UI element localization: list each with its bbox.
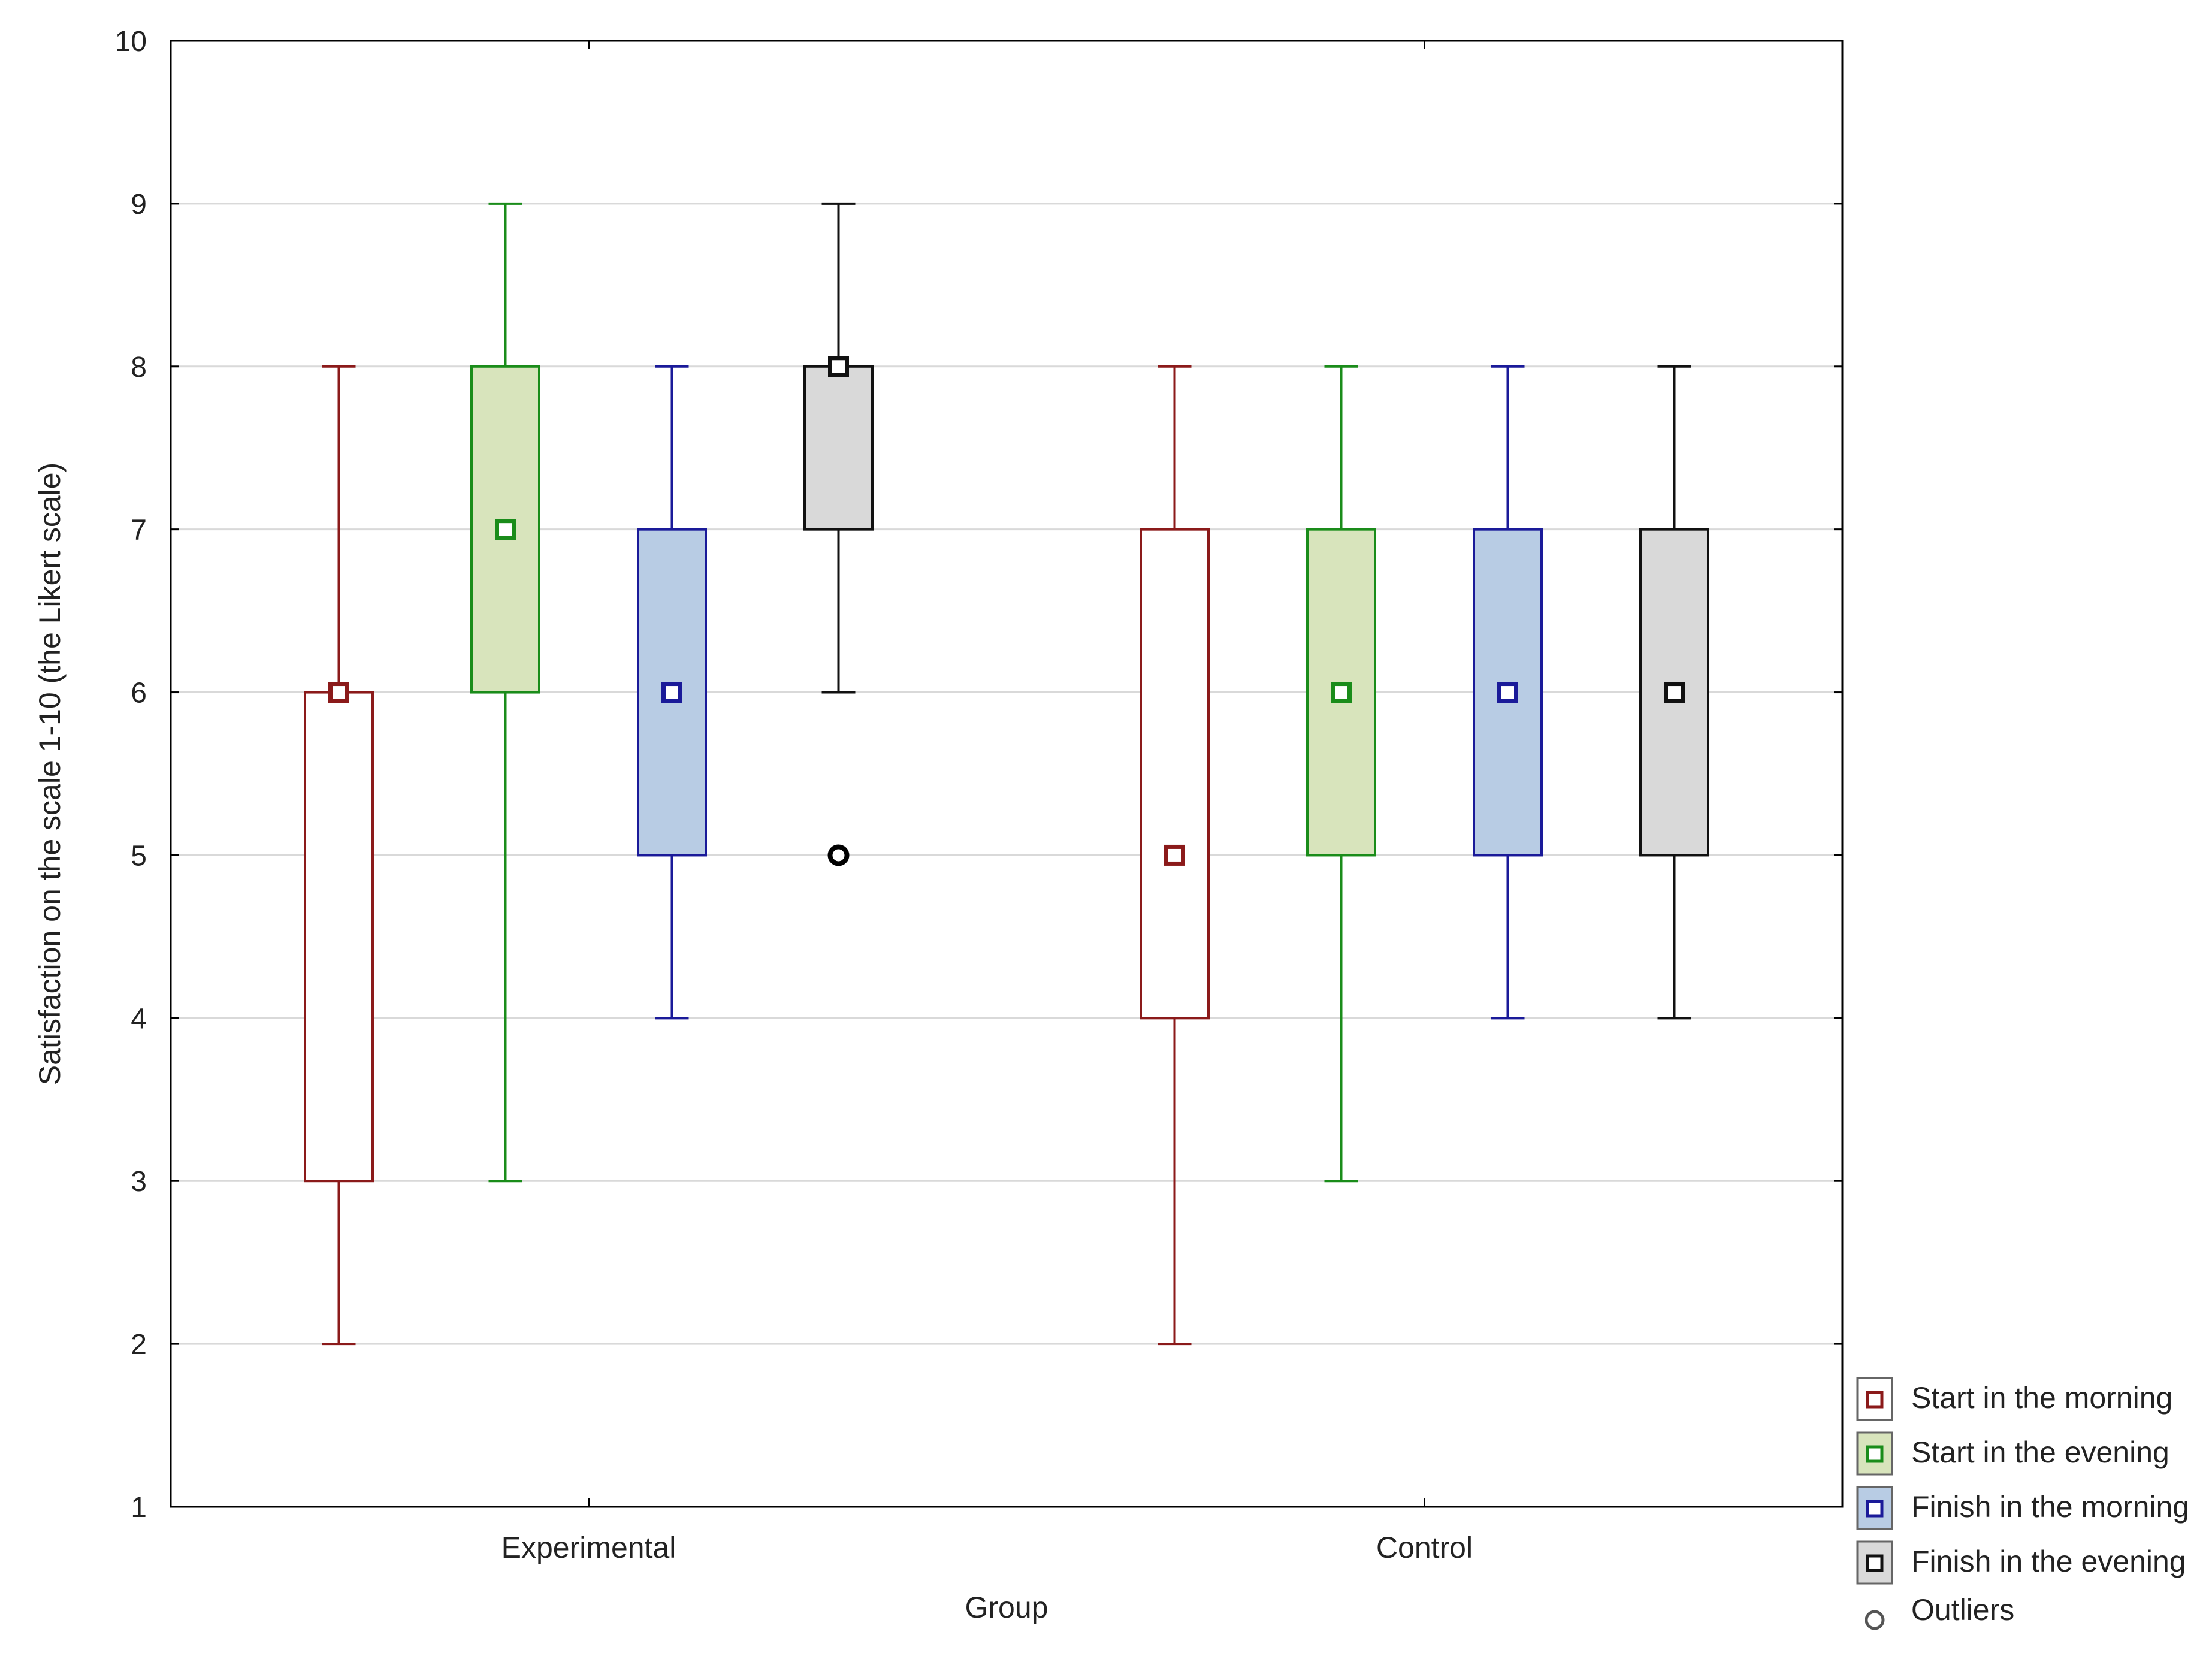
median-marker	[661, 682, 682, 703]
median-marker	[328, 682, 349, 703]
y-tick-label: 10	[115, 26, 147, 58]
y-tick-label: 4	[131, 1003, 147, 1035]
median-marker	[828, 356, 849, 377]
plot-frame	[170, 40, 1844, 1508]
median-marker	[495, 519, 516, 540]
legend-label: Start in the morning	[1911, 1381, 2172, 1415]
legend-outlier-icon	[1865, 1610, 1885, 1630]
axes: 1 2 3 4 5 6 7 8 9 10 Experimental Control	[115, 26, 1842, 1564]
median-marker	[1664, 682, 1685, 703]
y-tick-label: 1	[131, 1492, 147, 1524]
legend-item: Finish in the morning	[1856, 1486, 2189, 1530]
legend-label: Finish in the evening	[1911, 1545, 2186, 1578]
gridlines	[171, 203, 1842, 1345]
iqr-box	[304, 691, 374, 1183]
legend-marker	[1866, 1500, 1884, 1518]
legend-label: Finish in the morning	[1911, 1490, 2189, 1524]
iqr-box	[803, 365, 874, 531]
median-marker	[1497, 682, 1518, 703]
box-1-2	[1473, 365, 1543, 1020]
y-tick-label: 2	[131, 1329, 147, 1361]
box-0-3	[803, 202, 874, 866]
y-tick-label: 5	[131, 840, 147, 872]
legend-marker	[1866, 1391, 1884, 1409]
plot-border	[170, 40, 1844, 1508]
median-marker	[1164, 844, 1185, 866]
legend-marker	[1866, 1445, 1884, 1463]
legend-item: Start in the morning	[1856, 1377, 2172, 1421]
legend: Start in the morning Start in the evening…	[1856, 1377, 2189, 1630]
x-axis-title: Group	[965, 1591, 1048, 1624]
legend-item: Start in the evening	[1856, 1431, 2169, 1476]
iqr-box	[1140, 528, 1210, 1020]
box-0-0	[304, 365, 374, 1346]
y-tick-label: 6	[131, 678, 147, 709]
y-tick-label: 3	[131, 1166, 147, 1198]
outlier-point	[827, 844, 850, 866]
y-tick-label: 8	[131, 352, 147, 383]
y-axis-title: Satisfaction on the scale 1-10 (the Like…	[33, 463, 67, 1085]
y-tick-label: 7	[131, 515, 147, 546]
box-0-2	[637, 365, 707, 1020]
legend-item: Finish in the evening	[1856, 1540, 2186, 1585]
box-1-3	[1639, 365, 1709, 1020]
legend-marker	[1866, 1554, 1884, 1572]
x-tick-label: Experimental	[501, 1531, 676, 1564]
median-marker	[1331, 682, 1352, 703]
legend-label: Outliers	[1911, 1593, 2014, 1627]
legend-item-outliers: Outliers	[1865, 1593, 2014, 1630]
box-series	[304, 202, 1709, 1346]
x-tick-label: Control	[1376, 1531, 1473, 1564]
box-0-1	[470, 202, 540, 1183]
y-tick-label: 9	[131, 189, 147, 220]
legend-label: Start in the evening	[1911, 1436, 2169, 1469]
box-1-0	[1140, 365, 1210, 1346]
box-1-1	[1306, 365, 1376, 1183]
